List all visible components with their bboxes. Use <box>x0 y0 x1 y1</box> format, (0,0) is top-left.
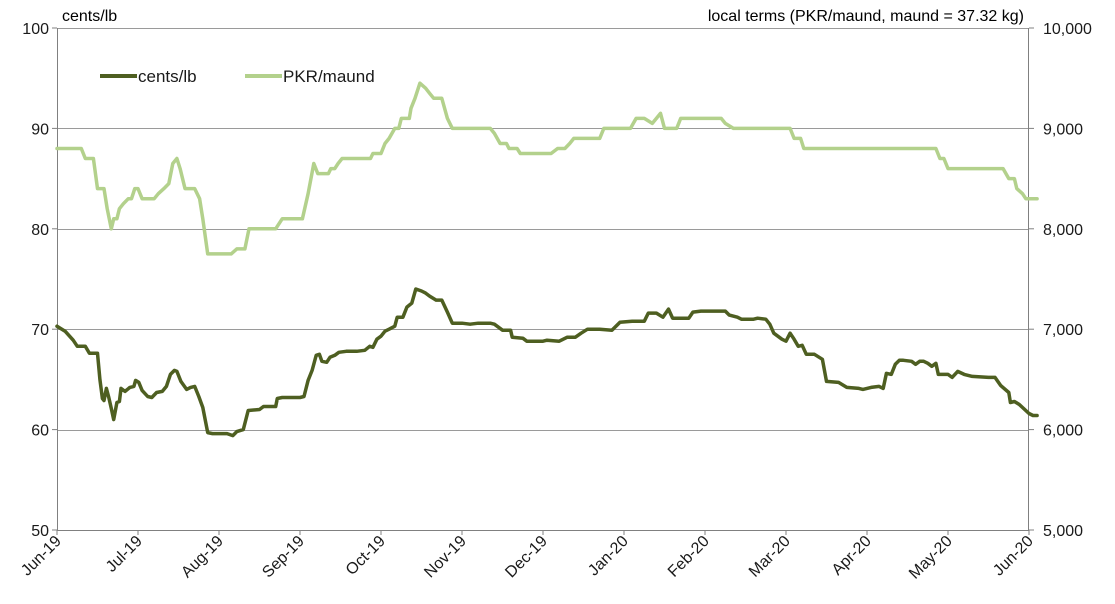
x-tick-label: May-20 <box>906 533 956 583</box>
left-y-tick-label: 50 <box>31 523 49 540</box>
x-tick-label: Aug-19 <box>178 533 227 582</box>
x-tick-label: Jul-19 <box>103 533 146 576</box>
x-tick-label: Jan-20 <box>585 533 632 580</box>
legend-label-cents: cents/lb <box>138 67 197 86</box>
right-y-tick-label: 6,000 <box>1043 423 1083 440</box>
series-layer <box>55 81 1039 438</box>
series-line-pkr-per-maund <box>55 81 1039 256</box>
gridlines <box>57 28 1029 431</box>
x-tick-label: Apr-20 <box>829 533 875 579</box>
x-tick-label: Sep-19 <box>259 533 308 582</box>
left-y-tick-labels: 50 60 70 80 90 100 <box>22 21 57 540</box>
right-y-tick-labels: 5,000 6,000 7,000 8,000 9,000 10,000 <box>1029 21 1092 540</box>
left-y-tick-label: 100 <box>22 21 49 38</box>
x-tick-label: Jun-20 <box>990 533 1037 580</box>
left-y-tick-label: 90 <box>31 121 49 138</box>
left-axis-unit-label: cents/lb <box>62 8 117 25</box>
x-tick-label: Nov-19 <box>421 533 470 582</box>
legend-label-pkr: PKR/maund <box>283 67 375 86</box>
x-tick-labels: Jun-19 Jul-19 Aug-19 Sep-19 Oct-19 Nov-19 Dec-… <box>18 530 1037 583</box>
right-y-tick-label: 7,000 <box>1043 322 1083 339</box>
left-y-tick-label: 70 <box>31 322 49 339</box>
right-axis-unit-label: local terms (PKR/maund, maund = 37.32 kg… <box>708 8 1024 25</box>
x-tick-label: Feb-20 <box>665 533 713 581</box>
right-y-tick-label: 10,000 <box>1043 21 1092 38</box>
right-y-tick-label: 8,000 <box>1043 222 1083 239</box>
left-y-tick-label: 80 <box>31 222 49 239</box>
x-tick-label: Mar-20 <box>746 533 794 581</box>
right-y-tick-label: 9,000 <box>1043 121 1083 138</box>
x-tick-label: Dec-19 <box>502 533 551 582</box>
left-y-tick-label: 60 <box>31 423 49 440</box>
right-y-tick-label: 5,000 <box>1043 523 1083 540</box>
series-line-cents-per-lb <box>55 287 1039 438</box>
x-tick-label: Oct-19 <box>343 533 389 579</box>
legend: cents/lb PKR/maund <box>100 67 375 86</box>
